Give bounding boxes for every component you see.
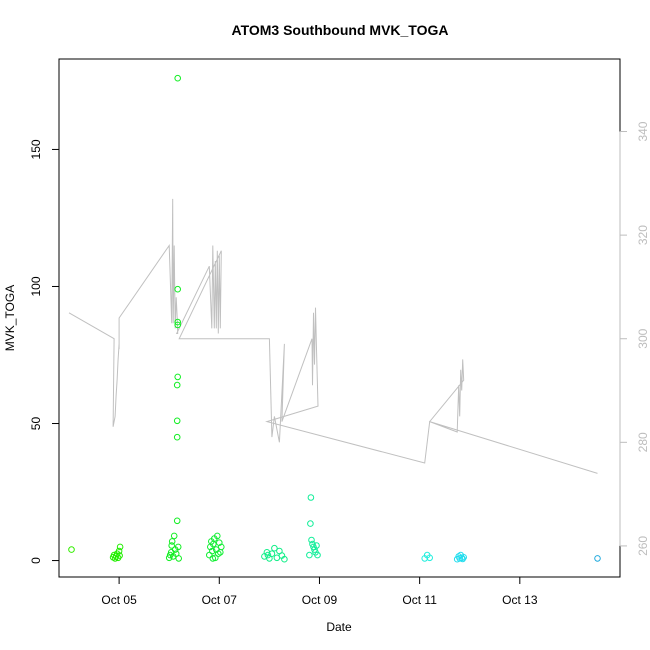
data-point <box>170 532 178 540</box>
data-point <box>314 551 321 559</box>
points-layer <box>68 74 601 563</box>
data-point <box>173 417 181 425</box>
data-point <box>174 543 182 551</box>
data-point <box>173 433 181 441</box>
data-point <box>313 542 320 549</box>
x-axis-label: Date <box>326 620 352 634</box>
line-layer <box>68 198 598 474</box>
data-point <box>175 555 182 562</box>
data-point <box>174 285 181 293</box>
chart-title: ATOM3 Southbound MVK_TOGA <box>232 22 449 38</box>
y2-tick-label: 340 <box>636 121 650 141</box>
y-tick-label: 50 <box>29 417 43 431</box>
y-tick-label: 150 <box>29 139 43 159</box>
data-point <box>214 532 221 540</box>
y-tick-label: 100 <box>29 276 43 296</box>
data-point <box>307 494 315 501</box>
data-point <box>218 543 225 551</box>
data-point <box>174 321 181 329</box>
data-point <box>166 551 174 559</box>
data-point <box>173 381 181 389</box>
data-point <box>168 538 176 545</box>
y2-tick-label: 320 <box>636 225 650 245</box>
data-point <box>426 554 434 562</box>
data-point <box>268 550 276 558</box>
data-point <box>307 520 314 527</box>
data-point <box>174 318 181 326</box>
y-axis: 0 50 100 150 <box>29 139 60 564</box>
data-point <box>173 517 181 525</box>
data-point <box>594 555 601 562</box>
y2-tick-label: 260 <box>636 536 650 556</box>
x-tick-label: Oct 07 <box>202 593 238 607</box>
x-axis: Oct 05 Oct 07 Oct 09 Oct 11 Oct 13 <box>101 576 538 607</box>
data-point <box>209 547 216 555</box>
plot-frame <box>58 58 621 578</box>
data-point <box>271 544 278 552</box>
series-line <box>68 198 598 474</box>
data-point <box>306 551 313 559</box>
data-point <box>115 547 123 555</box>
x-tick-label: Oct 13 <box>502 593 538 607</box>
data-point <box>308 536 315 544</box>
y-axis-label: MVK_TOGA <box>3 285 17 351</box>
data-point <box>460 554 468 561</box>
y2-axis: 260 280 300 320 340 <box>619 121 650 556</box>
data-point <box>459 555 467 563</box>
x-tick-label: Oct 09 <box>302 593 338 607</box>
data-point <box>209 555 217 562</box>
data-point <box>174 373 181 381</box>
y2-tick-label: 300 <box>636 328 650 348</box>
data-point <box>68 546 75 553</box>
x-tick-label: Oct 05 <box>101 593 137 607</box>
data-point <box>116 543 124 551</box>
y2-tick-label: 280 <box>636 432 650 452</box>
data-point <box>116 552 123 559</box>
y-tick-label: 0 <box>29 557 43 564</box>
data-point <box>264 551 272 559</box>
data-point <box>168 542 175 549</box>
data-point <box>309 540 316 548</box>
data-point <box>174 74 181 82</box>
data-point <box>281 555 288 563</box>
x-tick-label: Oct 11 <box>402 593 437 607</box>
